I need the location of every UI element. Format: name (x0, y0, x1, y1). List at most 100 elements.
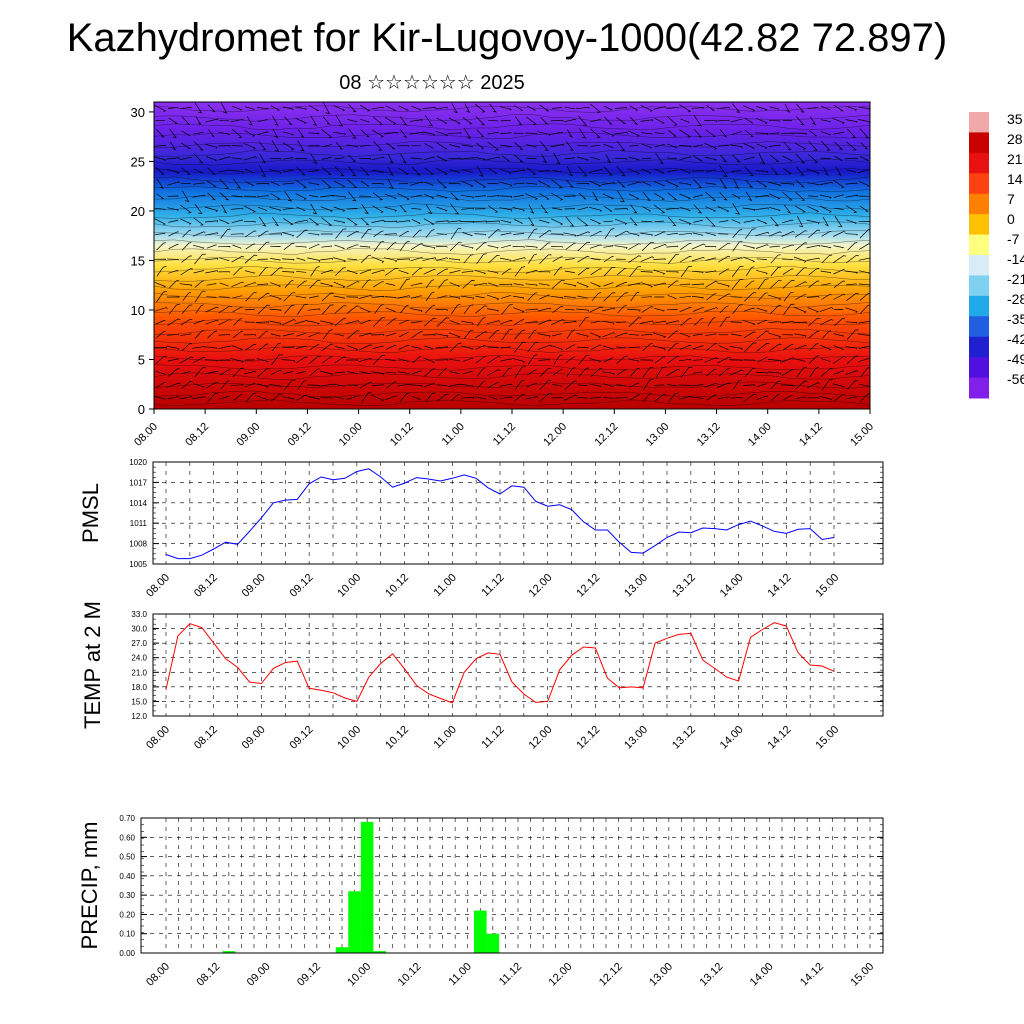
y-tick-label: 0.10 (119, 930, 135, 939)
y-tick-label: 5 (138, 352, 145, 367)
x-tick-label: 10.12 (383, 572, 411, 600)
x-tick-label: 15.00 (813, 724, 841, 752)
y-tick-label: 30 (131, 105, 145, 120)
x-tick-label: 11.00 (447, 961, 474, 988)
colorbar-swatch (969, 295, 989, 317)
panel-frame (152, 461, 884, 565)
colorbar-swatch (969, 112, 989, 133)
colorbar-label: -42 (1007, 331, 1024, 347)
colorbar-swatch (969, 152, 989, 174)
x-tick-label: 12.00 (541, 421, 569, 449)
y-tick-label: 30.0 (131, 625, 147, 634)
temp-panel: 12.0 15.0 18.0 21.0 24.0 27.0 30.0 33.0 08.00 08.… (80, 601, 884, 752)
precip-bar (474, 910, 487, 953)
y-tick-label: 21.0 (131, 668, 147, 677)
precip-bar (222, 951, 236, 953)
temperature-field (154, 102, 870, 409)
x-tick-label: 09.12 (288, 572, 316, 600)
y-tick-label: 1014 (129, 499, 147, 508)
x-tick-label: 11.00 (432, 572, 459, 599)
colorbar-swatch (969, 377, 989, 399)
x-tick-label: 10.12 (383, 724, 411, 752)
y-axis-label: TEMP at 2 M (80, 601, 105, 729)
cross-section-panel: 0 5 10 15 20 25 30 08.00 08.12 09.00 09.12 10.00 10.… (131, 101, 876, 449)
precip-panel: 0.00 0.10 0.20 0.30 0.40 0.50 0.60 0.70 08.00 08.… (77, 814, 884, 989)
x-tick-label: 15.00 (848, 961, 876, 989)
x-tick-label: 15.00 (813, 572, 841, 600)
colorbar-swatch (969, 173, 989, 195)
x-tick-label: 08.00 (144, 572, 172, 600)
grid (153, 462, 883, 564)
colorbar-swatch (969, 336, 989, 358)
x-tick-label: 12.12 (574, 572, 602, 600)
x-tick-label: 13.12 (670, 572, 698, 600)
x-tick-label: 12.00 (547, 961, 575, 989)
x-tick-label: 14.00 (746, 421, 774, 449)
grid (141, 818, 883, 953)
x-tick-label: 09.12 (288, 724, 316, 752)
y-axis-label: PRECIP, mm (77, 822, 102, 950)
x-tick-label: 11.00 (440, 421, 467, 448)
colorbar-label: 35 (1007, 111, 1023, 127)
y-tick-label: 12.0 (131, 712, 147, 721)
y-tick-label: 20 (131, 204, 145, 219)
x-tick-label: 13.00 (647, 961, 675, 989)
colorbar-label: -35 (1007, 311, 1024, 327)
y-tick-label: 33.0 (131, 610, 147, 619)
x-tick-label: 11.00 (432, 724, 459, 751)
x-tick-label: 08.12 (194, 961, 222, 989)
colorbar-label: -56 (1007, 371, 1024, 387)
colorbar-label: 0 (1007, 211, 1015, 227)
precip-bar (486, 933, 500, 953)
y-tick-label: 1011 (130, 519, 148, 528)
y-tick-label: 0.50 (119, 853, 135, 862)
colorbar-label: -49 (1007, 351, 1024, 367)
x-tick-label: 13.12 (695, 421, 723, 449)
precip-bar (335, 947, 349, 953)
x-tick-label: 10.00 (345, 961, 373, 989)
y-tick-label: 15.0 (131, 697, 147, 706)
x-tick-label: 09.00 (234, 421, 262, 449)
x-tick-label: 08.12 (192, 572, 220, 600)
wind-barbs (154, 102, 870, 403)
x-tick-label: 09.00 (240, 724, 268, 752)
colorbar-swatch (969, 255, 989, 276)
colorbar-swatch (969, 275, 989, 297)
x-tick-label: 13.00 (622, 724, 650, 752)
y-tick-label: 1005 (129, 560, 147, 569)
x-tick-label: 09.12 (295, 961, 323, 989)
precip-bar (360, 821, 374, 953)
panel-frame (140, 817, 884, 954)
x-tick-label: 14.00 (748, 961, 776, 989)
x-tick-label: 09.00 (245, 961, 273, 989)
x-tick-label: 11.12 (491, 421, 518, 448)
x-tick-label: 13.12 (670, 724, 698, 752)
x-tick-label: 11.12 (479, 724, 506, 751)
y-axis-label: PMSL (78, 483, 103, 543)
chart-subtitle: 08 ☆☆☆☆☆☆ 2025 (339, 72, 525, 94)
x-tick-label: 14.00 (718, 572, 746, 600)
x-tick-label: 08.00 (144, 724, 172, 752)
colorbar-swatch (969, 132, 989, 154)
y-tick-label: 0.20 (119, 910, 135, 919)
colorbar-swatch (969, 214, 989, 236)
y-tick-label: 24.0 (131, 654, 147, 663)
x-tick-label: 11.12 (497, 961, 524, 988)
x-tick-label: 12.12 (574, 724, 602, 752)
y-tick-label: 1008 (129, 540, 147, 549)
colorbar: 35 28 21 14 7 0 -7 -14 -21 -28 -35 -42 -49 -56 (969, 111, 1024, 399)
x-tick-label: 14.12 (797, 421, 825, 449)
y-tick-label: 0.00 (119, 949, 135, 958)
colorbar-swatch (969, 193, 989, 215)
x-tick-label: 09.00 (240, 572, 268, 600)
panel-frame (152, 613, 884, 717)
x-tick-label: 14.00 (718, 724, 746, 752)
x-tick-label: 08.00 (144, 961, 172, 989)
x-tick-label: 13.00 (644, 421, 672, 449)
x-tick-label: 12.12 (592, 421, 620, 449)
y-tick-label: 0.40 (119, 872, 135, 881)
y-tick-label: 15 (131, 253, 145, 268)
pmsl-panel: 1005 1008 1011 1014 1017 1020 08.00 08.12 09.00 0… (78, 458, 884, 600)
y-tick-label: 0 (138, 402, 145, 417)
colorbar-swatch (969, 357, 989, 379)
